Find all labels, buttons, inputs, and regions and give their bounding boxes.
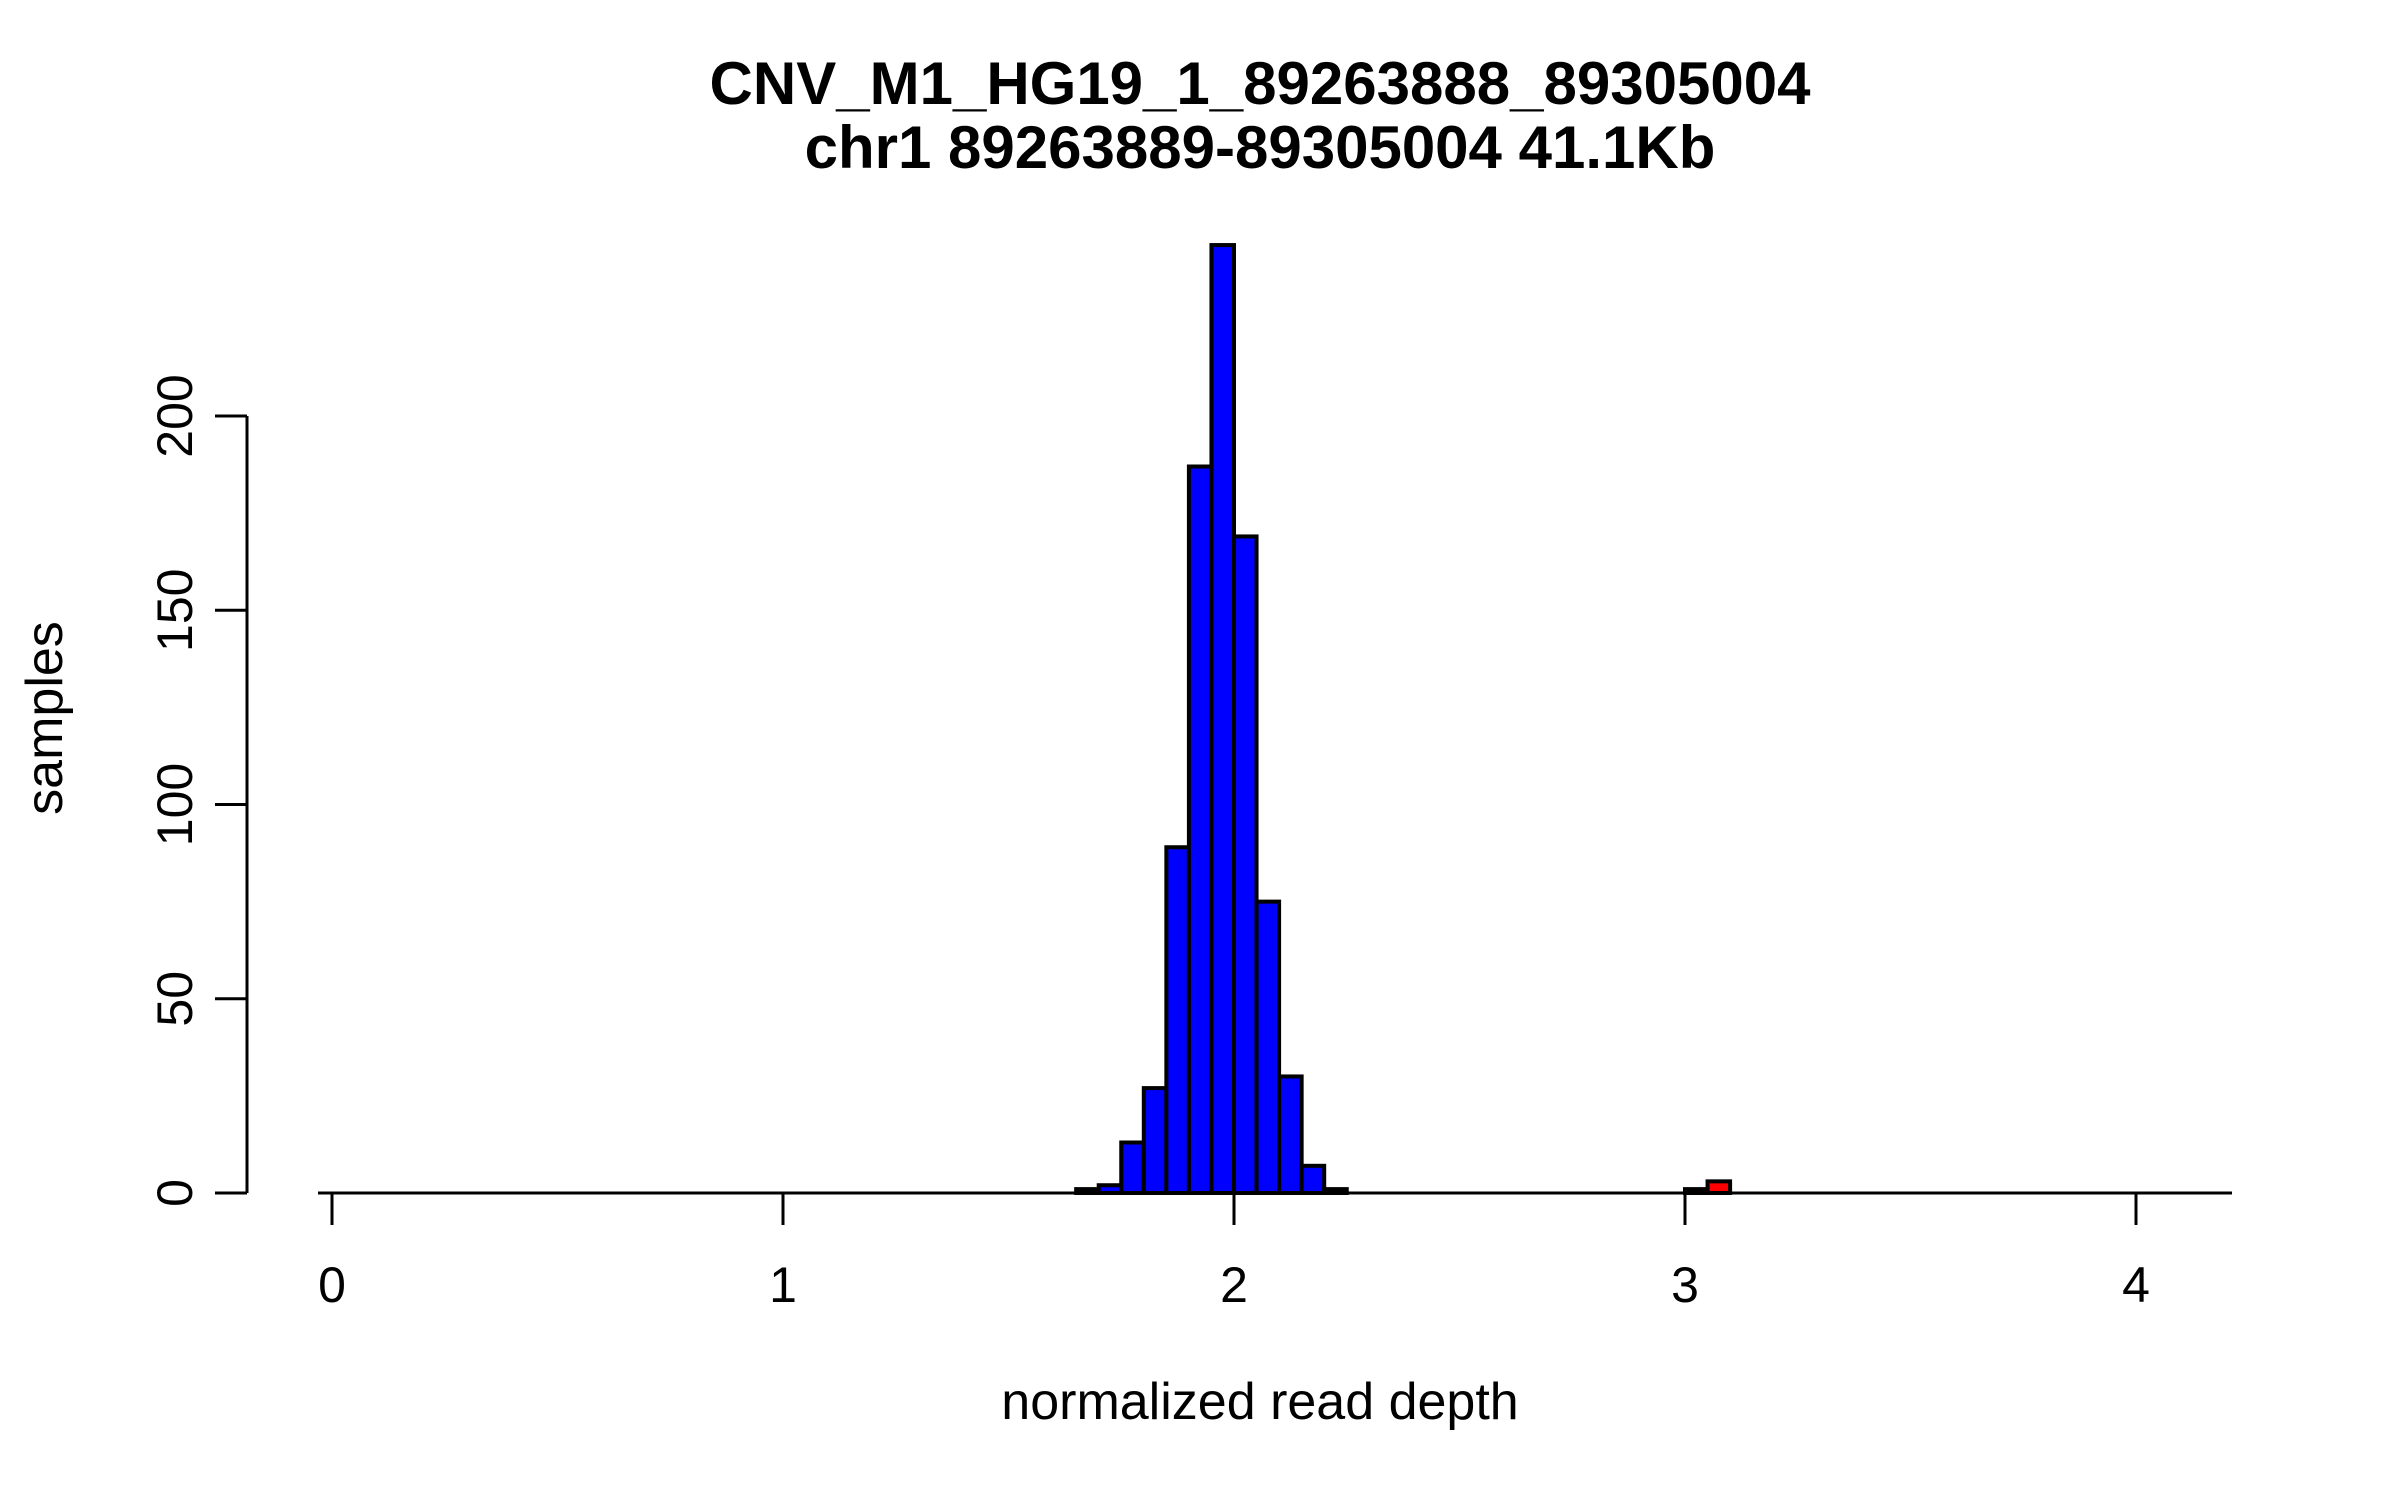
histogram-bar-main bbox=[1074, 1187, 1101, 1195]
y-tick-label: 150 bbox=[147, 569, 203, 652]
histogram-bar-main bbox=[1277, 1074, 1304, 1195]
histogram-bar-main bbox=[1254, 899, 1282, 1195]
histogram-bar-main bbox=[1186, 464, 1214, 1195]
chart-title: CNV_M1_HG19_1_89263888_89305004 chr1 892… bbox=[260, 52, 2260, 180]
histogram-bar-main bbox=[1209, 243, 1236, 1195]
y-tick-label: 0 bbox=[147, 1179, 203, 1207]
x-tick-label: 0 bbox=[318, 1257, 346, 1313]
x-tick-label: 2 bbox=[1220, 1257, 1248, 1313]
histogram-bar-outlier bbox=[1705, 1179, 1733, 1195]
x-tick-label: 1 bbox=[769, 1257, 797, 1313]
histogram-bar-main bbox=[1096, 1183, 1124, 1195]
x-tick-label: 3 bbox=[1671, 1257, 1699, 1313]
y-tick-label: 200 bbox=[147, 374, 203, 457]
histogram-bar-outlier bbox=[1683, 1187, 1710, 1195]
chart-title-line2: chr1 89263889-89305004 41.1Kb bbox=[804, 114, 1716, 181]
chart-title-line1: CNV_M1_HG19_1_89263888_89305004 bbox=[709, 50, 1811, 117]
histogram-bar-main bbox=[1119, 1140, 1146, 1195]
x-tick-label: 4 bbox=[2122, 1257, 2150, 1313]
y-tick-label: 50 bbox=[147, 971, 203, 1027]
histogram-bar-main bbox=[1299, 1163, 1327, 1196]
histogram-bar-main bbox=[1164, 845, 1191, 1195]
histogram-bar-main bbox=[1141, 1086, 1169, 1195]
histogram-bar-main bbox=[1232, 534, 1259, 1195]
y-tick-label: 100 bbox=[147, 763, 203, 846]
y-axis-label: samples bbox=[16, 621, 74, 815]
x-axis-label: normalized read depth bbox=[1001, 1373, 1519, 1431]
histogram-bar-main bbox=[1322, 1187, 1349, 1195]
